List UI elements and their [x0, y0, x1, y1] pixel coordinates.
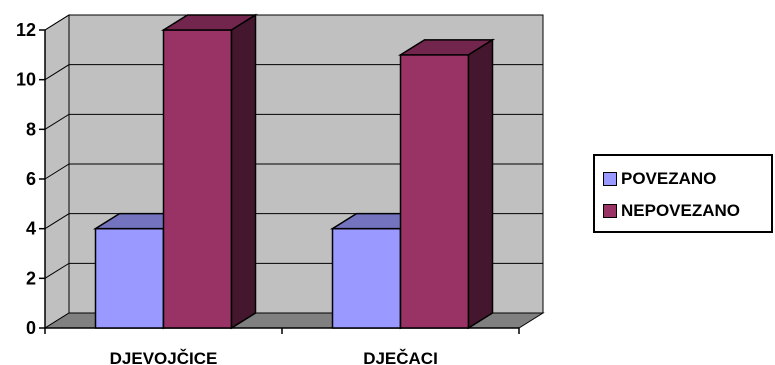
bar-side [230, 13, 257, 330]
y-tick-label: 6 [26, 169, 36, 189]
bar-side [467, 38, 494, 330]
bar-front [399, 54, 470, 329]
x-category-labels: DJEVOJČICE DJEČACI [110, 349, 438, 365]
bars [92, 13, 496, 330]
gridline [44, 14, 543, 31]
gridline [44, 113, 543, 130]
legend-item-povezano: POVEZANO [603, 169, 716, 189]
legend-label-povezano: POVEZANO [621, 169, 717, 188]
y-tick-label: 4 [26, 219, 36, 239]
gridline [44, 64, 543, 81]
y-tick-label: 12 [16, 20, 36, 40]
bar-nepovezano-2 [397, 38, 496, 330]
legend-swatch-povezano [603, 172, 617, 186]
bar-front [94, 227, 165, 329]
bar-nepovezano-1 [160, 13, 259, 330]
x-category-label: DJEVOJČICE [110, 349, 218, 365]
y-tick-label: 2 [26, 268, 36, 288]
bar-front [331, 227, 402, 329]
legend-swatch-nepovezano [603, 204, 617, 218]
legend-item-nepovezano: NEPOVEZANO [603, 201, 740, 221]
legend-label-nepovezano: NEPOVEZANO [621, 201, 741, 220]
bar-front [162, 29, 233, 329]
y-tick-label: 10 [16, 70, 36, 90]
x-category-label: DJEČACI [363, 349, 438, 365]
legend: POVEZANO NEPOVEZANO [593, 154, 773, 233]
gridline [44, 163, 543, 180]
y-tick-label: 8 [26, 119, 36, 139]
y-tick-label: 0 [26, 318, 36, 338]
y-tick-labels: 0 2 4 6 8 10 12 [16, 20, 36, 338]
